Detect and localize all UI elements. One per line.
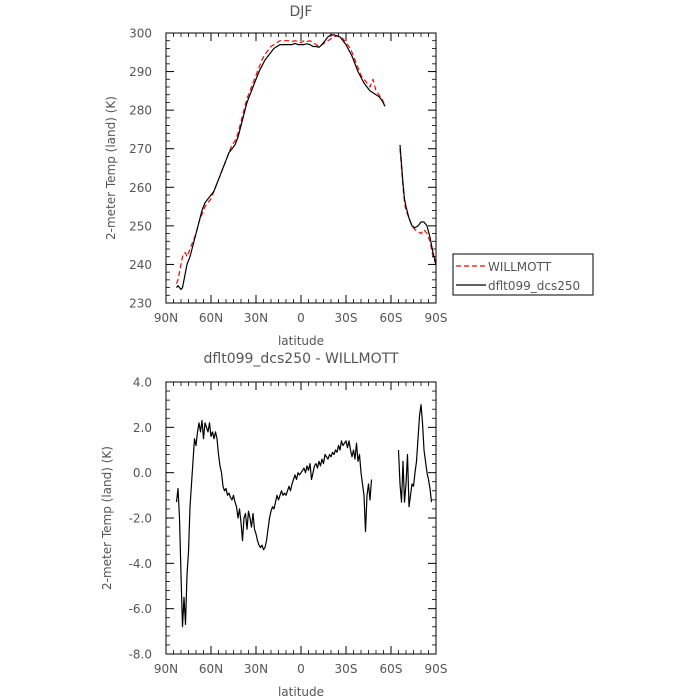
bottom-x-tick-label: 60S <box>380 662 403 676</box>
top-axes: 90N 60N 30N 0 30S 60S 90S 230 240 250 260 270 280 290… <box>129 27 447 326</box>
bottom-axes: 90N 60N 30N 0 30S 60S 90S -8.0 -6.0 -4.0 -2.0 0.0 2.… <box>129 376 448 677</box>
top-plot-frame <box>165 32 437 304</box>
top-x-tick-label: 30N <box>244 311 268 325</box>
bottom-panel: dflt099_dcs250 - WILLMOTT 90N 60N 30N 0 30S 6… <box>100 351 447 699</box>
bottom-x-axis-label: latitude <box>278 685 324 699</box>
top-panel: DJF 90N 60N 30N 0 30S 60S 90S 230 240 250 260 270 28… <box>104 4 447 348</box>
bottom-x-tick-label: 90N <box>154 662 178 676</box>
legend-label-model: dflt099_dcs250 <box>488 279 580 293</box>
legend: WILLMOTT dflt099_dcs250 <box>452 253 594 296</box>
bottom-y-tick-label: 4.0 <box>133 376 152 390</box>
bottom-plot-frame <box>165 381 437 655</box>
top-series-dflt099-dcs250-line-seg0 <box>176 34 386 291</box>
top-x-tick-label: 0 <box>297 311 305 325</box>
bottom-plot-area <box>175 404 433 628</box>
top-series-willmott-line-seg0 <box>175 35 386 284</box>
top-y-tick-label: 270 <box>129 142 152 156</box>
bottom-x-tick-label: 30S <box>335 662 358 676</box>
top-plot-area <box>175 34 437 291</box>
bottom-y-tick-label: 0.0 <box>133 466 152 480</box>
legend-label-willmott: WILLMOTT <box>488 260 552 274</box>
top-y-tick-label: 230 <box>129 297 152 311</box>
top-x-axis-label: latitude <box>278 334 324 348</box>
bottom-y-axis-label: 2-meter Temp (land) (K) <box>100 446 114 590</box>
top-y-tick-label: 260 <box>129 181 152 195</box>
bottom-y-tick-label: -2.0 <box>129 512 152 526</box>
bottom-series-difference-line-seg0 <box>175 419 373 628</box>
bottom-x-tick-label: 90S <box>425 662 448 676</box>
bottom-y-tick-label: -4.0 <box>129 557 152 571</box>
top-x-tick-label: 60N <box>199 311 223 325</box>
top-y-axis-label: 2-meter Temp (land) (K) <box>104 96 118 240</box>
top-x-tick-label: 30S <box>335 311 358 325</box>
top-y-tick-label: 240 <box>129 258 152 272</box>
bottom-x-tick-label: 0 <box>297 662 305 676</box>
bottom-x-tick-label: 30N <box>244 662 268 676</box>
top-x-tick-label: 90S <box>425 311 448 325</box>
top-y-tick-label: 280 <box>129 104 152 118</box>
bottom-x-tick-label: 60N <box>199 662 223 676</box>
top-x-tick-label: 60S <box>380 311 403 325</box>
top-y-tick-label: 290 <box>129 65 152 79</box>
bottom-chart-title: dflt099_dcs250 - WILLMOTT <box>204 351 399 367</box>
bottom-y-tick-label: 2.0 <box>133 421 152 435</box>
top-series-dflt099-dcs250-line-seg1 <box>399 144 437 265</box>
bottom-y-tick-label: -6.0 <box>129 602 152 616</box>
top-chart-title: DJF <box>290 4 313 20</box>
bottom-y-tick-label: -8.0 <box>129 648 152 662</box>
top-y-tick-label: 300 <box>129 27 152 41</box>
bottom-series-difference-line-seg1 <box>397 404 433 508</box>
legend-box <box>452 253 594 296</box>
top-x-tick-label: 90N <box>154 311 178 325</box>
top-y-tick-label: 250 <box>129 219 152 233</box>
